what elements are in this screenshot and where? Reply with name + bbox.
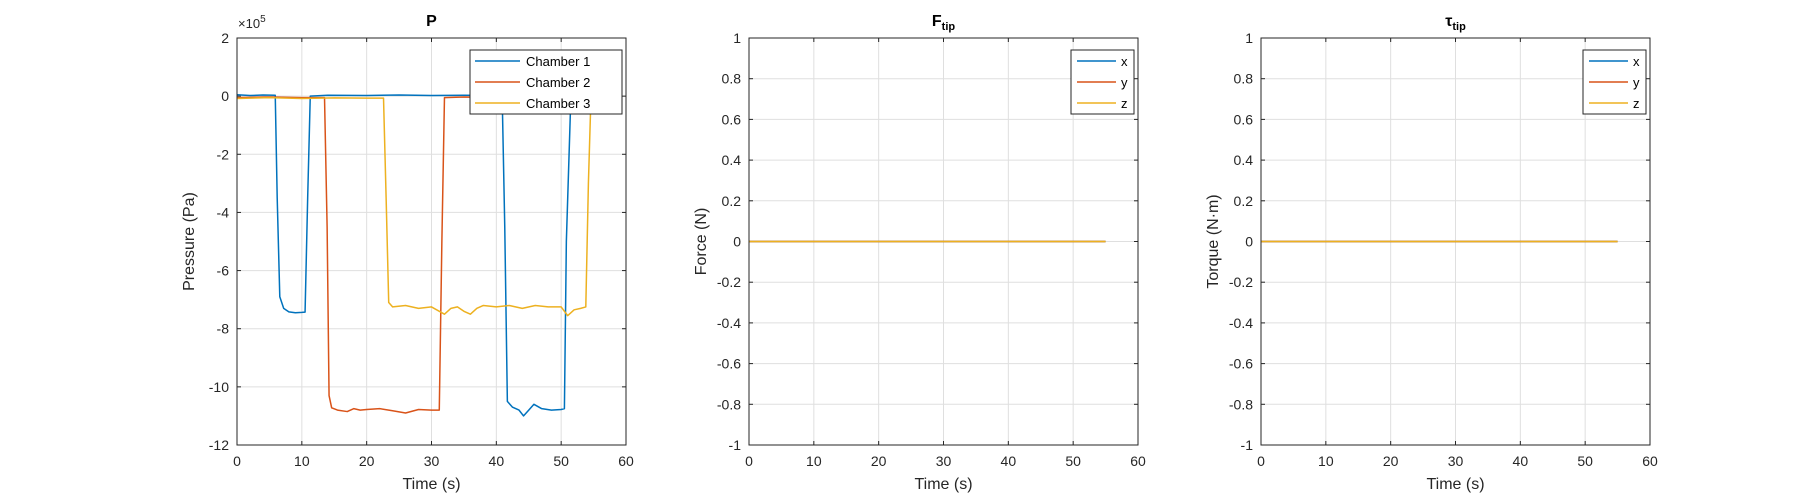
- x-tick-label: 30: [936, 453, 952, 469]
- legend-label: x: [1121, 54, 1128, 69]
- y-tick-label: 0.2: [722, 193, 742, 209]
- x-tick-label: 10: [294, 453, 310, 469]
- legend-label: z: [1121, 96, 1128, 111]
- y-tick-label: 1: [1245, 30, 1253, 46]
- legend: Chamber 1 Chamber 2 Chamber 3: [469, 49, 623, 115]
- x-tick-label: 50: [1065, 453, 1081, 469]
- x-tick-label: 20: [359, 453, 375, 469]
- y-tick-label: 0.8: [722, 71, 742, 87]
- y-tick-label: 0.4: [1234, 152, 1254, 168]
- y-tick-label: -0.2: [717, 274, 741, 290]
- legend: xyz: [1582, 49, 1647, 115]
- y-tick-label: -0.6: [1229, 356, 1253, 372]
- x-tick-label: 20: [871, 453, 887, 469]
- x-tick-label: 10: [1318, 453, 1334, 469]
- legend-label: y: [1121, 75, 1128, 90]
- legend-label: y: [1633, 75, 1640, 90]
- x-tick-label: 40: [489, 453, 505, 469]
- series-line-2: [236, 96, 594, 414]
- legend-label: z: [1633, 96, 1640, 111]
- y-tick-label: -8: [217, 321, 230, 337]
- x-tick-label: 50: [553, 453, 569, 469]
- y-tick-label: 0.4: [722, 152, 742, 168]
- legend-label: x: [1633, 54, 1640, 69]
- x-tick-label: 10: [806, 453, 822, 469]
- axes-box: [236, 37, 627, 446]
- series-line-1: [236, 93, 594, 417]
- legend-label: Chamber 3: [526, 96, 590, 111]
- chart-title: P: [426, 13, 437, 30]
- y-axis-label: Force (N): [693, 208, 710, 276]
- x-tick-label: 50: [1577, 453, 1593, 469]
- y-axis-label: Torque (N·m): [1205, 194, 1222, 288]
- chart-title: τtip: [1445, 13, 1466, 33]
- y-tick-label: -0.8: [717, 396, 741, 412]
- chart-3: 0 10 20 30 40 50 60 1 0.8 0.6 0.4 0.2 0 -0.2 -0.4 -0.6 -…: [1205, 13, 1658, 493]
- y-tick-label: -10: [209, 379, 229, 395]
- x-tick-label: 60: [618, 453, 634, 469]
- x-tick-label: 0: [233, 453, 241, 469]
- y-tick-label: -0.4: [1229, 315, 1253, 331]
- y-tick-label: 0.6: [722, 111, 742, 127]
- x-tick-label: 40: [1513, 453, 1529, 469]
- x-axis-label: Time (s): [914, 476, 972, 493]
- legend-label: Chamber 2: [526, 75, 590, 90]
- y-tick-label: 0.6: [1234, 111, 1254, 127]
- x-axis-label: Time (s): [402, 476, 460, 493]
- y-tick-label: -2: [217, 146, 230, 162]
- y-tick-label: -0.2: [1229, 274, 1253, 290]
- x-tick-label: 60: [1642, 453, 1658, 469]
- x-tick-label: 40: [1001, 453, 1017, 469]
- series-line-3: [236, 95, 594, 317]
- axes-box: [748, 37, 1139, 446]
- y-tick-label: -0.4: [717, 315, 741, 331]
- y-tick-label: 0.2: [1234, 193, 1254, 209]
- x-axis-label: Time (s): [1426, 476, 1484, 493]
- legend: xyz: [1070, 49, 1135, 115]
- y-tick-label: -0.6: [717, 356, 741, 372]
- y-tick-label: 0: [733, 234, 741, 250]
- chart-title: Ftip: [932, 13, 956, 33]
- y-axis-label: Pressure (Pa): [181, 192, 198, 291]
- chart-2: 0 10 20 30 40 50 60 1 0.8 0.6 0.4 0.2 0 -0.2 -0.4 -0.6 -…: [693, 13, 1146, 493]
- y-tick-label: -1: [729, 437, 742, 453]
- y-tick-label: -1: [1241, 437, 1254, 453]
- y-tick-label: 2: [221, 30, 229, 46]
- y-tick-label: -0.8: [1229, 396, 1253, 412]
- y-tick-label: 0: [1245, 234, 1253, 250]
- x-tick-label: 60: [1130, 453, 1146, 469]
- x-tick-label: 0: [1257, 453, 1265, 469]
- y-multiplier: ×105: [238, 14, 266, 31]
- y-tick-label: 1: [733, 30, 741, 46]
- x-tick-label: 20: [1383, 453, 1399, 469]
- x-tick-label: 30: [424, 453, 440, 469]
- y-tick-label: 0.8: [1234, 71, 1254, 87]
- y-tick-label: -4: [217, 204, 230, 220]
- axes-box: [1260, 37, 1651, 446]
- x-tick-label: 0: [745, 453, 753, 469]
- x-tick-label: 30: [1448, 453, 1464, 469]
- y-tick-label: -6: [217, 263, 230, 279]
- y-tick-label: 0: [221, 88, 229, 104]
- legend-label: Chamber 1: [526, 54, 590, 69]
- y-tick-label: -12: [209, 437, 229, 453]
